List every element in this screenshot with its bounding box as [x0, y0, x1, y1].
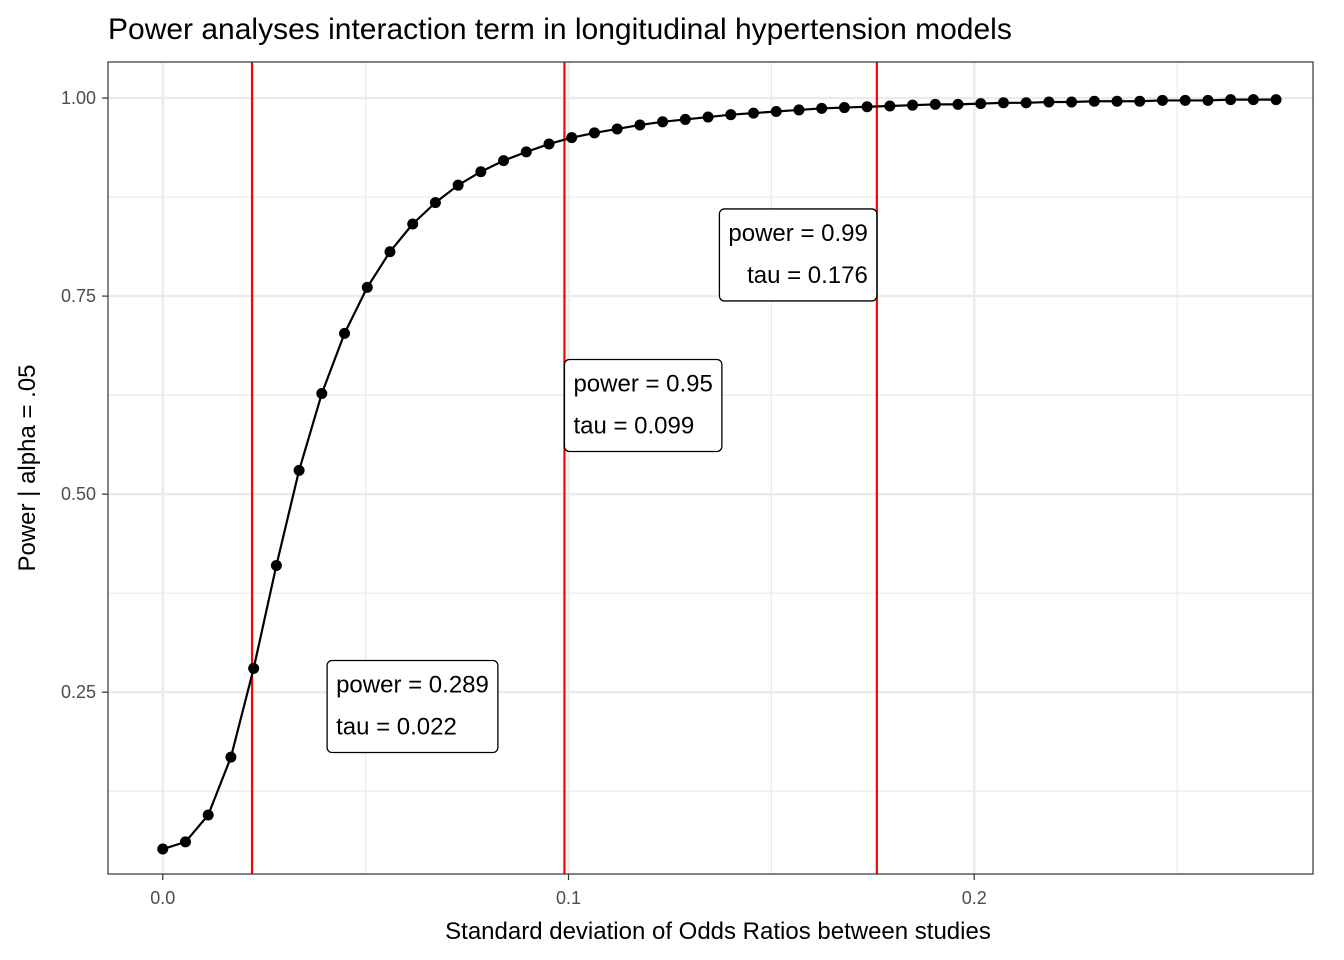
data-point: [1111, 95, 1123, 107]
data-point: [520, 146, 532, 158]
data-point: [429, 197, 441, 209]
annotation-label: power = 0.99 tau = 0.176: [718, 208, 878, 302]
data-point: [929, 98, 941, 110]
data-point: [1066, 96, 1078, 108]
data-point: [1270, 94, 1282, 106]
data-point: [997, 97, 1009, 109]
data-point: [770, 106, 782, 118]
y-axis: 0.25 0.50 0.75 1.00: [61, 88, 108, 702]
data-point: [838, 102, 850, 114]
y-tick-label: 0.25: [61, 682, 96, 702]
grid-minor: [108, 62, 1313, 874]
data-point: [498, 155, 510, 167]
data-point: [407, 218, 419, 230]
annotation-label: power = 0.95 tau = 0.099: [563, 358, 723, 453]
data-point: [270, 559, 282, 571]
data-point: [725, 109, 737, 121]
annotation-text: tau = 0.022: [336, 714, 457, 741]
annotation-text: power = 0.99: [728, 220, 867, 247]
data-point: [634, 119, 646, 131]
data-point: [1134, 95, 1146, 107]
data-point: [793, 104, 805, 116]
data-point: [179, 836, 191, 848]
data-point: [316, 388, 328, 400]
data-point: [1179, 94, 1191, 106]
data-point: [543, 138, 555, 150]
data-point: [588, 127, 600, 139]
data-point: [1020, 97, 1032, 109]
data-point: [702, 111, 714, 123]
chart-title: Power analyses interaction term in longi…: [108, 13, 1012, 46]
annotation-text: tau = 0.099: [573, 412, 694, 439]
x-tick-label: 0.0: [150, 888, 175, 908]
data-point: [566, 132, 578, 144]
data-point: [293, 464, 305, 476]
annotation-box: [718, 208, 878, 302]
data-point: [952, 98, 964, 110]
x-tick-label: 0.1: [556, 888, 581, 908]
data-point: [339, 327, 351, 339]
data-point: [361, 281, 373, 293]
annotation-box: [326, 659, 499, 754]
annotation-text: power = 0.289: [336, 672, 489, 699]
data-point: [975, 98, 987, 110]
data-point: [816, 102, 828, 114]
x-axis-title: Standard deviation of Odds Ratios betwee…: [445, 918, 991, 945]
y-tick-label: 0.75: [61, 286, 96, 306]
annotation-box: [563, 358, 723, 453]
data-point: [748, 107, 760, 119]
data-point: [1156, 94, 1168, 106]
data-point: [1043, 96, 1055, 108]
data-point: [157, 843, 169, 855]
data-point: [452, 179, 464, 191]
data-point: [657, 116, 669, 128]
data-point: [1225, 94, 1237, 106]
grid-major: [108, 62, 1313, 874]
annotation-text: power = 0.95: [573, 370, 712, 397]
data-point: [1202, 94, 1214, 106]
annotation-label: power = 0.289 tau = 0.022: [326, 659, 499, 754]
data-point: [1088, 95, 1100, 107]
data-point: [679, 113, 691, 125]
annotations: power = 0.289 tau = 0.022 power = 0.95 tau …: [326, 208, 878, 754]
data-point: [248, 662, 260, 674]
data-point: [202, 809, 214, 821]
data-point: [884, 100, 896, 112]
series-power: [157, 94, 1282, 855]
data-point: [861, 101, 873, 113]
y-tick-label: 1.00: [61, 88, 96, 108]
data-point: [611, 123, 623, 135]
plot-panel: power = 0.289 tau = 0.022 power = 0.95 tau …: [107, 61, 1314, 875]
data-point: [1247, 94, 1259, 106]
panel-border: [107, 61, 1314, 875]
x-tick-label: 0.2: [962, 888, 987, 908]
data-point: [384, 246, 396, 258]
reference-lines: [250, 62, 878, 874]
y-tick-label: 0.50: [61, 484, 96, 504]
x-axis: 0.0 0.1 0.2: [150, 874, 987, 908]
data-point: [225, 751, 237, 763]
y-axis-title: Power | alpha = .05: [14, 364, 41, 571]
data-point: [907, 99, 919, 111]
annotation-text: tau = 0.176: [747, 262, 868, 289]
data-point: [475, 166, 487, 178]
